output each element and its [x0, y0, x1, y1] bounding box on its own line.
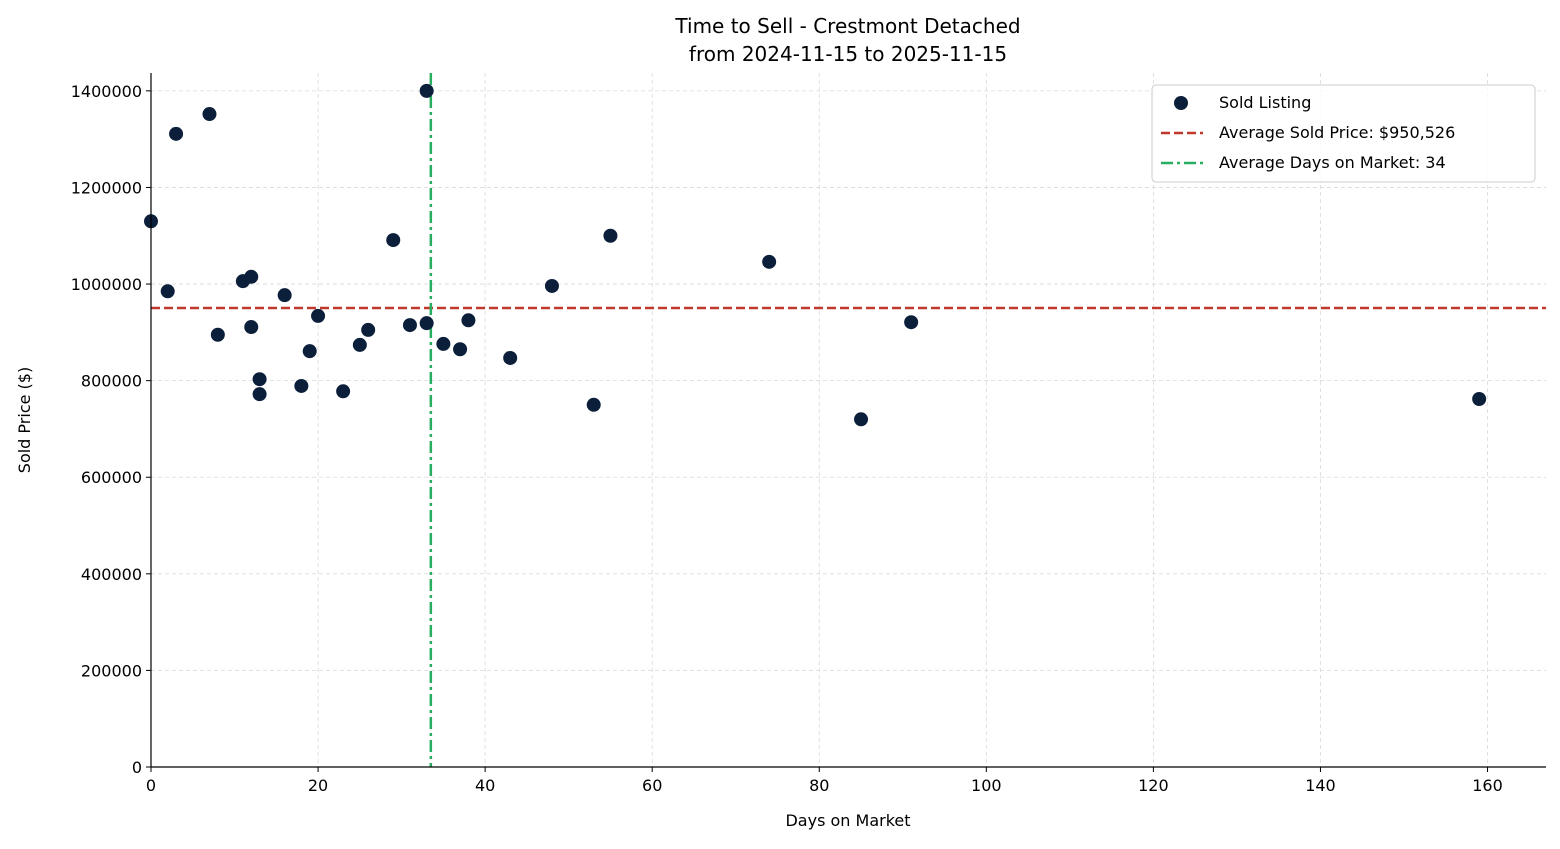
x-tick-label: 60: [642, 776, 662, 795]
y-axis-label: Sold Price ($): [15, 367, 34, 473]
data-point: [202, 107, 217, 122]
data-point: [277, 288, 292, 303]
legend-label-avg-price: Average Sold Price: $950,526: [1219, 123, 1455, 142]
data-point: [1472, 391, 1487, 406]
data-point: [361, 322, 376, 337]
x-tick-label: 0: [146, 776, 156, 795]
data-point: [503, 350, 518, 365]
legend-label-sold-listing: Sold Listing: [1219, 93, 1311, 112]
x-tick-label: 40: [475, 776, 495, 795]
data-point: [762, 254, 777, 269]
y-tick-label: 1200000: [71, 178, 142, 197]
data-point: [419, 83, 434, 98]
data-point: [453, 342, 468, 357]
data-point: [244, 269, 259, 284]
y-tick-label: 0: [132, 758, 142, 777]
legend-box: [1151, 84, 1536, 183]
x-axis-label: Days on Market: [785, 811, 910, 830]
data-point: [461, 313, 476, 328]
data-point: [302, 344, 317, 359]
data-point: [352, 337, 367, 352]
data-point: [169, 126, 184, 141]
y-tick-label: 1000000: [71, 275, 142, 294]
y-tick-label: 400000: [81, 565, 142, 584]
data-point: [294, 378, 309, 393]
chart-title: Time to Sell - Crestmont Detached: [674, 14, 1020, 38]
data-point: [244, 320, 259, 335]
data-point: [402, 318, 417, 333]
data-point: [586, 397, 601, 412]
data-point: [854, 412, 869, 427]
x-tick-label: 100: [971, 776, 1002, 795]
legend-label-avg-days: Average Days on Market: 34: [1219, 153, 1446, 172]
axes: [150, 73, 1546, 768]
y-tick-label: 800000: [81, 372, 142, 391]
legend: Sold Listing Average Sold Price: $950,52…: [1151, 84, 1536, 183]
data-point: [544, 278, 559, 293]
x-tick-label: 80: [809, 776, 829, 795]
data-point: [336, 384, 351, 399]
data-point: [904, 315, 919, 330]
x-tick-label: 160: [1472, 776, 1503, 795]
data-point: [436, 336, 451, 351]
x-tick-label: 120: [1138, 776, 1169, 795]
data-point: [252, 372, 267, 387]
y-tick-label: 200000: [81, 661, 142, 680]
data-point: [252, 387, 267, 402]
y-tick-label: 600000: [81, 468, 142, 487]
x-tick-label: 140: [1305, 776, 1336, 795]
data-point: [386, 233, 401, 248]
x-tick-label: 20: [308, 776, 328, 795]
y-tick-label: 1400000: [71, 82, 142, 101]
reference-lines: [151, 73, 1546, 767]
data-point: [311, 308, 326, 323]
data-point: [160, 284, 175, 299]
data-point: [419, 316, 434, 331]
data-point: [603, 228, 618, 243]
chart-subtitle: from 2024-11-15 to 2025-11-15: [689, 42, 1007, 66]
legend-marker-sold-listing: [1174, 96, 1188, 110]
data-point: [210, 327, 225, 342]
ticks: 0 20 40 60 80 100 120 140 160 0 200000 400000 600000…: [71, 82, 1503, 795]
data-points: [144, 83, 1487, 427]
